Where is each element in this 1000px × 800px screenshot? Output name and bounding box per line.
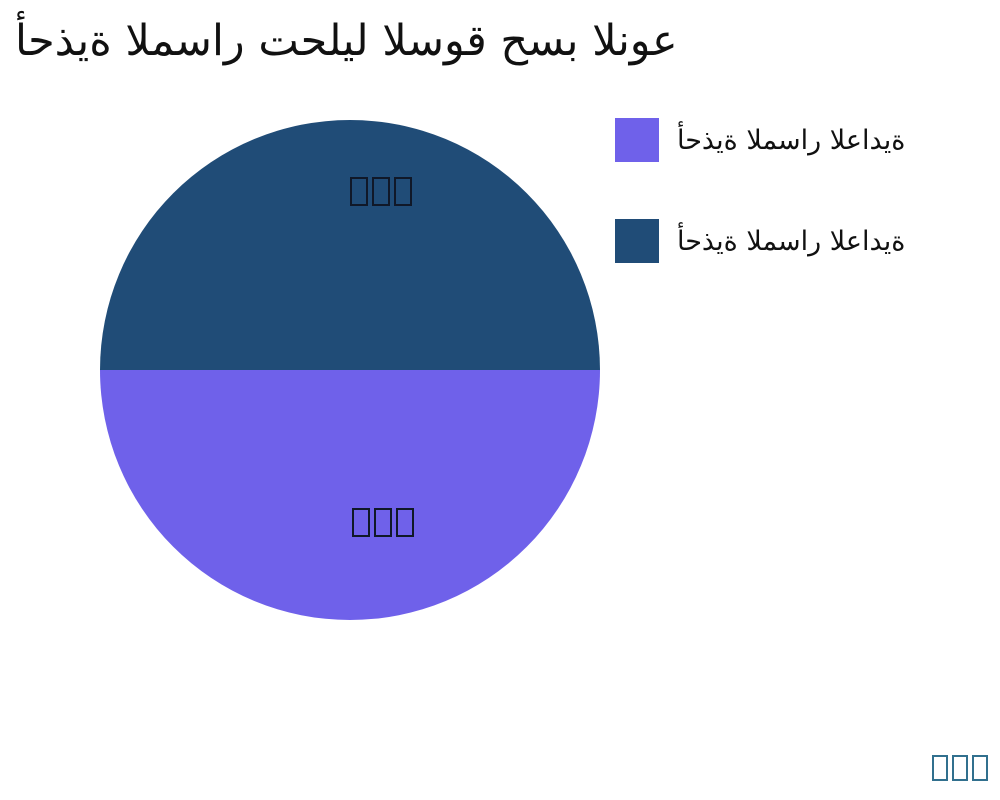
watermark-glyph-boxes	[932, 755, 988, 781]
missing-glyph-box	[374, 508, 392, 537]
legend-label: أحذية المسار العادية	[677, 225, 906, 257]
missing-glyph-box	[394, 177, 412, 206]
pie-slice-label-bottom	[352, 508, 414, 537]
missing-glyph-box	[952, 755, 968, 781]
missing-glyph-box	[972, 755, 988, 781]
missing-glyph-box	[932, 755, 948, 781]
legend-label: أحذية المسار العادية	[677, 124, 906, 156]
legend-item-regular-shoes-2: أحذية المسار العادية	[615, 219, 905, 263]
missing-glyph-box	[352, 508, 370, 537]
pie-slice-label-top	[350, 177, 412, 206]
missing-glyph-box	[396, 508, 414, 537]
missing-glyph-box	[372, 177, 390, 206]
legend-item-regular-shoes-1: أحذية المسار العادية	[615, 118, 905, 162]
legend-swatch-purple	[615, 118, 659, 162]
missing-glyph-box	[350, 177, 368, 206]
chart-title: أحذية المسار تحليل السوق حسب النوع	[15, 16, 678, 66]
legend-swatch-navy	[615, 219, 659, 263]
